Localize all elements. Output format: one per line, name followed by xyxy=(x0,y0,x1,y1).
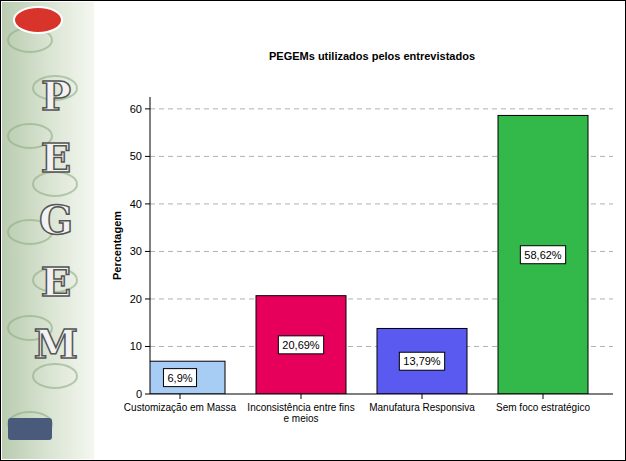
tick xyxy=(145,108,150,109)
data-label: 20,69% xyxy=(282,339,320,351)
labels: 6,9% 20,69% 13,79% 58,62% xyxy=(163,246,565,387)
sidebar xyxy=(2,2,94,459)
logo-top xyxy=(14,7,62,33)
data-label: 58,62% xyxy=(524,249,562,261)
tick-label: 50 xyxy=(130,150,142,162)
tick-label: 0 xyxy=(136,388,142,400)
data-label-box xyxy=(278,336,323,354)
category-label: Customização em Massa xyxy=(124,402,237,413)
tick-label: 60 xyxy=(130,103,142,115)
category-label-line: Inconsistência entre fins xyxy=(247,402,354,413)
tick xyxy=(145,346,150,347)
chart: PEGEMPEGEMs utilizados pelos entrevistad… xyxy=(0,0,626,461)
sidebar-letter: P xyxy=(41,72,71,119)
data-label-box xyxy=(163,369,196,387)
data-label-box xyxy=(520,246,565,264)
sidebar-pattern xyxy=(33,364,77,388)
category-label-line: Manufatura Responsiva xyxy=(369,402,475,413)
tick-label: 30 xyxy=(130,245,142,257)
bar xyxy=(498,115,588,394)
category-label-line: Customização em Massa xyxy=(124,402,237,413)
tick-label: 40 xyxy=(130,198,142,210)
data-label: 6,9% xyxy=(167,372,192,384)
bar xyxy=(377,328,467,394)
tick-label: 10 xyxy=(130,340,142,352)
tick xyxy=(145,203,150,204)
bar xyxy=(256,296,346,394)
y-axis xyxy=(150,97,151,394)
category-tick xyxy=(422,394,423,399)
category-tick xyxy=(543,394,544,399)
category-label-line: e meios xyxy=(283,413,318,424)
grid-line xyxy=(150,108,613,109)
data-label: 13,79% xyxy=(403,355,441,367)
category-label: Sem foco estratégico xyxy=(496,402,590,413)
tick-label: 20 xyxy=(130,293,142,305)
tick xyxy=(145,251,150,252)
category-tick xyxy=(301,394,302,399)
sidebar-letter: E xyxy=(41,134,72,181)
frame xyxy=(1,1,626,461)
sidebar-letter: M xyxy=(34,320,78,367)
axis-title: Percentagem xyxy=(111,211,123,280)
bar xyxy=(150,361,225,394)
sidebar-letter: E xyxy=(41,258,72,305)
title: PEGEMs utilizados pelos entrevistados xyxy=(269,50,475,62)
tick xyxy=(145,394,150,395)
logo-bottom xyxy=(8,418,52,440)
bars xyxy=(150,115,588,394)
x-axis xyxy=(150,394,613,395)
category-label: Inconsistência entre finse meios xyxy=(247,402,354,424)
data-label-box xyxy=(399,352,444,370)
category-label: Manufatura Responsiva xyxy=(369,402,475,413)
tick xyxy=(145,298,150,299)
category-tick xyxy=(180,394,181,399)
category-label-line: Sem foco estratégico xyxy=(496,402,590,413)
tick xyxy=(145,156,150,157)
sidebar-letter: G xyxy=(39,196,73,243)
